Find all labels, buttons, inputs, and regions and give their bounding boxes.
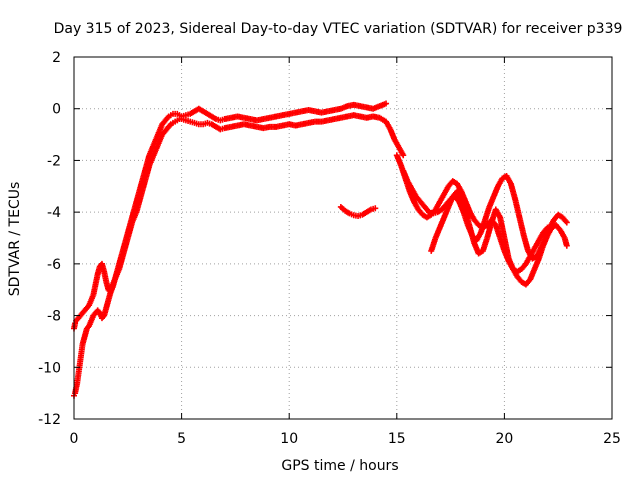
x-tick-label: 25 [603,431,621,447]
series-5 [428,188,570,288]
y-tick-label: -2 [47,153,61,169]
data-point [400,152,407,159]
y-tick-label: 0 [52,102,61,118]
data-point [563,219,570,226]
data-point [372,205,379,212]
data-point [563,242,570,249]
y-tick-label: -8 [47,309,61,325]
x-tick-label: 15 [388,431,406,447]
y-tick-label: -4 [47,205,61,221]
series-6 [393,152,551,275]
plot-frame [73,56,613,420]
y-axis-label: SDTVAR / TECUs [7,182,23,297]
chart-title: Day 315 of 2023, Sidereal Day-to-day VTE… [54,21,623,37]
x-axis-label: GPS time / hours [281,458,398,474]
y-tick-label: -6 [47,257,61,273]
axis-ticks: 0 5 10 15 20 25 -12 -10 -8 -6 -4 -2 0 2 [38,50,621,447]
x-tick-label: 5 [177,431,186,447]
y-tick-label: -10 [38,360,61,376]
data-points [71,100,570,399]
y-tick-label: -12 [38,412,61,428]
y-tick-label: 2 [52,50,61,66]
grid-lines [74,57,612,419]
x-tick-label: 10 [280,431,298,447]
x-tick-label: 0 [70,431,79,447]
series-2 [71,100,390,332]
data-point [383,100,390,107]
data-point [544,224,551,231]
series-3 [337,203,379,220]
x-tick-label: 20 [495,431,513,447]
